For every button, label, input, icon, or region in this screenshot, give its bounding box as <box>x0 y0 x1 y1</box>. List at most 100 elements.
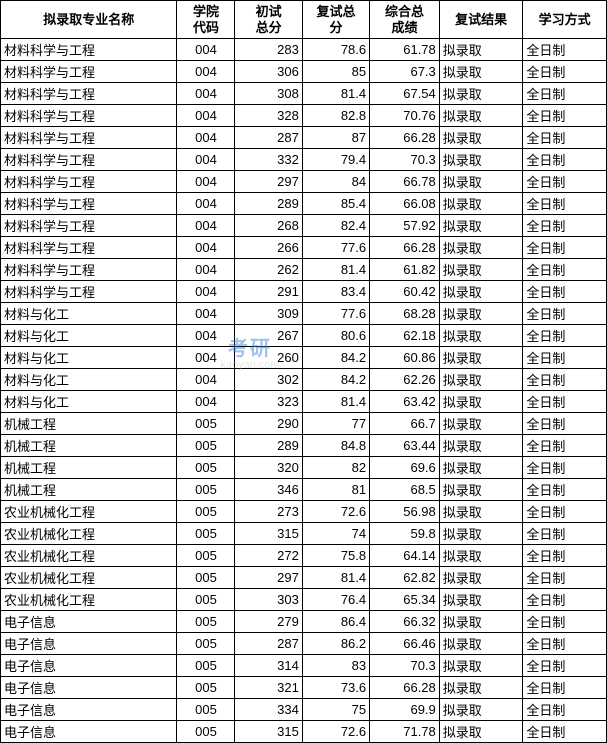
table-row: 材料科学与工程00426281.461.82拟录取全日制 <box>1 259 607 281</box>
table-row: 电子信息0053347569.9拟录取全日制 <box>1 699 607 721</box>
cell-result: 拟录取 <box>439 545 523 567</box>
table-row: 农业机械化工程00527275.864.14拟录取全日制 <box>1 545 607 567</box>
cell-result: 拟录取 <box>439 479 523 501</box>
cell-result: 拟录取 <box>439 655 523 677</box>
cell-mode: 全日制 <box>523 545 607 567</box>
cell-score2: 77.6 <box>302 237 369 259</box>
table-row: 材料与化工00426780.662.18拟录取全日制 <box>1 325 607 347</box>
cell-code: 005 <box>177 457 235 479</box>
table-row: 农业机械化工程00527372.656.98拟录取全日制 <box>1 501 607 523</box>
header-score3: 综合总成绩 <box>370 1 440 39</box>
cell-score3: 69.9 <box>370 699 440 721</box>
admission-table: 拟录取专业名称学院代码初试总分复试总分综合总成绩复试结果学习方式 材料科学与工程… <box>0 0 607 743</box>
cell-mode: 全日制 <box>523 699 607 721</box>
cell-code: 005 <box>177 677 235 699</box>
cell-score1: 287 <box>235 127 302 149</box>
cell-score3: 59.8 <box>370 523 440 545</box>
cell-result: 拟录取 <box>439 281 523 303</box>
cell-mode: 全日制 <box>523 369 607 391</box>
cell-score1: 303 <box>235 589 302 611</box>
cell-score2: 75 <box>302 699 369 721</box>
cell-mode: 全日制 <box>523 325 607 347</box>
cell-score3: 66.32 <box>370 611 440 633</box>
cell-score1: 332 <box>235 149 302 171</box>
cell-score2: 81.4 <box>302 83 369 105</box>
cell-result: 拟录取 <box>439 699 523 721</box>
cell-major: 材料科学与工程 <box>1 281 177 303</box>
cell-major: 材料科学与工程 <box>1 193 177 215</box>
cell-score1: 266 <box>235 237 302 259</box>
cell-score1: 260 <box>235 347 302 369</box>
cell-result: 拟录取 <box>439 391 523 413</box>
table-row: 材料科学与工程00433279.470.3拟录取全日制 <box>1 149 607 171</box>
cell-mode: 全日制 <box>523 61 607 83</box>
header-code: 学院代码 <box>177 1 235 39</box>
cell-score1: 308 <box>235 83 302 105</box>
cell-score3: 62.26 <box>370 369 440 391</box>
cell-score3: 70.76 <box>370 105 440 127</box>
cell-score2: 75.8 <box>302 545 369 567</box>
cell-mode: 全日制 <box>523 39 607 61</box>
table-row: 机械工程0053208269.6拟录取全日制 <box>1 457 607 479</box>
table-row: 材料科学与工程00430881.467.54拟录取全日制 <box>1 83 607 105</box>
cell-mode: 全日制 <box>523 567 607 589</box>
cell-code: 004 <box>177 171 235 193</box>
cell-result: 拟录取 <box>439 149 523 171</box>
cell-major: 机械工程 <box>1 435 177 457</box>
cell-code: 005 <box>177 699 235 721</box>
cell-score3: 66.7 <box>370 413 440 435</box>
cell-score1: 272 <box>235 545 302 567</box>
cell-major: 机械工程 <box>1 413 177 435</box>
cell-mode: 全日制 <box>523 303 607 325</box>
cell-mode: 全日制 <box>523 391 607 413</box>
cell-code: 004 <box>177 391 235 413</box>
cell-score2: 83 <box>302 655 369 677</box>
table-row: 机械工程00528984.863.44拟录取全日制 <box>1 435 607 457</box>
cell-major: 材料科学与工程 <box>1 39 177 61</box>
table-row: 材料科学与工程00426677.666.28拟录取全日制 <box>1 237 607 259</box>
cell-score3: 65.34 <box>370 589 440 611</box>
cell-score2: 82.4 <box>302 215 369 237</box>
cell-code: 004 <box>177 369 235 391</box>
cell-code: 004 <box>177 259 235 281</box>
cell-score3: 66.46 <box>370 633 440 655</box>
cell-major: 材料与化工 <box>1 325 177 347</box>
cell-code: 004 <box>177 281 235 303</box>
cell-score3: 68.28 <box>370 303 440 325</box>
cell-score2: 86.4 <box>302 611 369 633</box>
cell-major: 电子信息 <box>1 633 177 655</box>
cell-score1: 315 <box>235 523 302 545</box>
cell-mode: 全日制 <box>523 479 607 501</box>
header-result: 复试结果 <box>439 1 523 39</box>
cell-major: 电子信息 <box>1 611 177 633</box>
cell-code: 004 <box>177 105 235 127</box>
cell-result: 拟录取 <box>439 171 523 193</box>
cell-score2: 77.6 <box>302 303 369 325</box>
cell-score2: 72.6 <box>302 501 369 523</box>
cell-mode: 全日制 <box>523 677 607 699</box>
table-row: 电子信息00527986.466.32拟录取全日制 <box>1 611 607 633</box>
cell-major: 机械工程 <box>1 457 177 479</box>
cell-score1: 302 <box>235 369 302 391</box>
cell-result: 拟录取 <box>439 457 523 479</box>
cell-major: 材料科学与工程 <box>1 127 177 149</box>
cell-mode: 全日制 <box>523 435 607 457</box>
table-row: 材料与化工00426084.260.86拟录取全日制 <box>1 347 607 369</box>
cell-result: 拟录取 <box>439 633 523 655</box>
cell-major: 电子信息 <box>1 699 177 721</box>
header-row: 拟录取专业名称学院代码初试总分复试总分综合总成绩复试结果学习方式 <box>1 1 607 39</box>
cell-mode: 全日制 <box>523 281 607 303</box>
table-row: 电子信息00528786.266.46拟录取全日制 <box>1 633 607 655</box>
cell-major: 电子信息 <box>1 677 177 699</box>
table-row: 材料科学与工程00429183.460.42拟录取全日制 <box>1 281 607 303</box>
table-row: 材料科学与工程00426882.457.92拟录取全日制 <box>1 215 607 237</box>
cell-score3: 66.78 <box>370 171 440 193</box>
cell-result: 拟录取 <box>439 721 523 743</box>
cell-major: 材料与化工 <box>1 369 177 391</box>
cell-score1: 289 <box>235 435 302 457</box>
cell-score1: 287 <box>235 633 302 655</box>
cell-score3: 64.14 <box>370 545 440 567</box>
table-row: 材料科学与工程00428378.661.78拟录取全日制 <box>1 39 607 61</box>
cell-code: 004 <box>177 83 235 105</box>
cell-score2: 81 <box>302 479 369 501</box>
